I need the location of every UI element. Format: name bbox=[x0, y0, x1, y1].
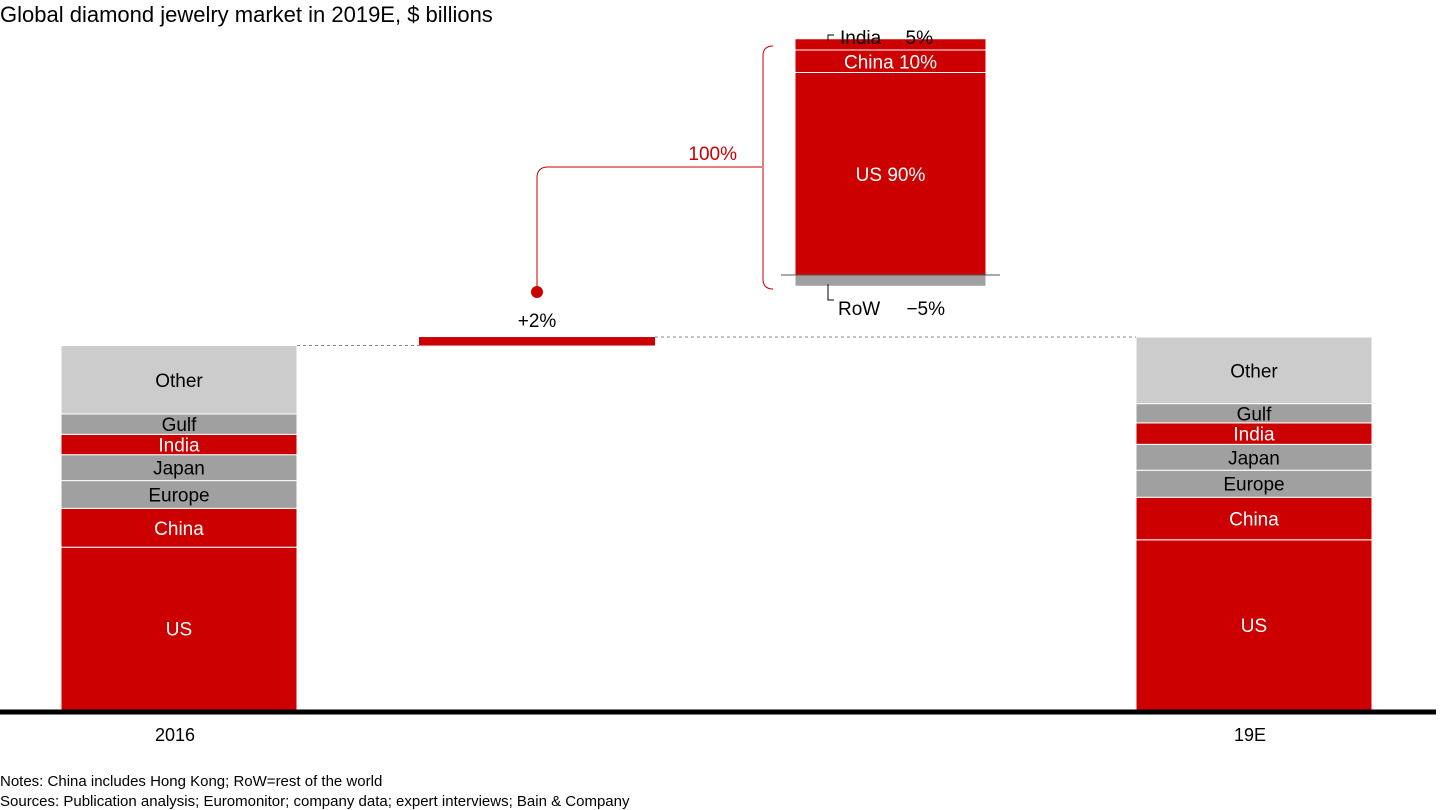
breakdown-segment-label: US 90% bbox=[856, 165, 926, 186]
segment-label-india: India bbox=[1233, 425, 1275, 446]
breakdown-segment-3 bbox=[794, 274, 987, 287]
segment-label-gulf: Gulf bbox=[162, 415, 198, 436]
bar-segment-china bbox=[60, 507, 298, 548]
notes-line: Notes: China includes Hong Kong; RoW=res… bbox=[0, 773, 382, 790]
segment-label-china: China bbox=[1229, 510, 1279, 531]
bar-segment-europe bbox=[1135, 469, 1373, 498]
callout-line bbox=[536, 166, 762, 292]
bar-segment-japan bbox=[60, 454, 298, 482]
breakdown-segment-2 bbox=[794, 38, 987, 51]
segment-label-japan: Japan bbox=[153, 459, 205, 480]
breakdown-bar: 100% US 90% China 10% India 5% RoW −5% bbox=[688, 28, 1000, 320]
change-label: +2% bbox=[518, 311, 557, 332]
segment-label-other: Other bbox=[1230, 361, 1278, 382]
breakdown-leader-top bbox=[827, 34, 834, 41]
breakdown-segment-label: China 10% bbox=[844, 52, 937, 73]
segment-label-us: US bbox=[166, 620, 192, 641]
segment-label-gulf: Gulf bbox=[1237, 404, 1273, 425]
segment-label-europe: Europe bbox=[148, 485, 209, 506]
stacked-bars: USChinaEuropeJapanIndiaGulfOther2016USCh… bbox=[60, 336, 1373, 745]
bar-segment-china bbox=[1135, 496, 1373, 541]
bar-segment-us bbox=[60, 546, 298, 711]
breakdown-total-label: 100% bbox=[688, 144, 737, 165]
bar-segment-other bbox=[60, 345, 298, 415]
category-label: 2016 bbox=[155, 725, 195, 745]
breakdown-brace bbox=[762, 45, 774, 290]
segment-label-china: China bbox=[154, 519, 204, 540]
bar-segment-us bbox=[1135, 539, 1373, 711]
sources-line: Sources: Publication analysis; Euromonit… bbox=[0, 793, 630, 810]
segment-label-europe: Europe bbox=[1223, 475, 1284, 496]
category-label: 19E bbox=[1234, 725, 1266, 745]
segment-label-india: India bbox=[158, 436, 200, 457]
segment-label-us: US bbox=[1241, 616, 1267, 637]
breakdown-segment-label: India bbox=[840, 28, 882, 49]
breakdown-segment-0 bbox=[794, 72, 987, 276]
bar-segment-other bbox=[1135, 336, 1373, 405]
chart-title: Global diamond jewelry market in 2019E, … bbox=[0, 2, 493, 27]
breakdown-segment-value: 5% bbox=[906, 28, 934, 49]
segment-label-other: Other bbox=[155, 371, 203, 392]
segment-label-japan: Japan bbox=[1228, 448, 1280, 469]
breakdown-leader-bottom bbox=[827, 284, 834, 301]
change-bar bbox=[419, 337, 655, 346]
change-step: +2% bbox=[297, 166, 1136, 347]
breakdown-segment-value: −5% bbox=[906, 299, 945, 320]
breakdown-segment-label: RoW bbox=[838, 299, 880, 320]
